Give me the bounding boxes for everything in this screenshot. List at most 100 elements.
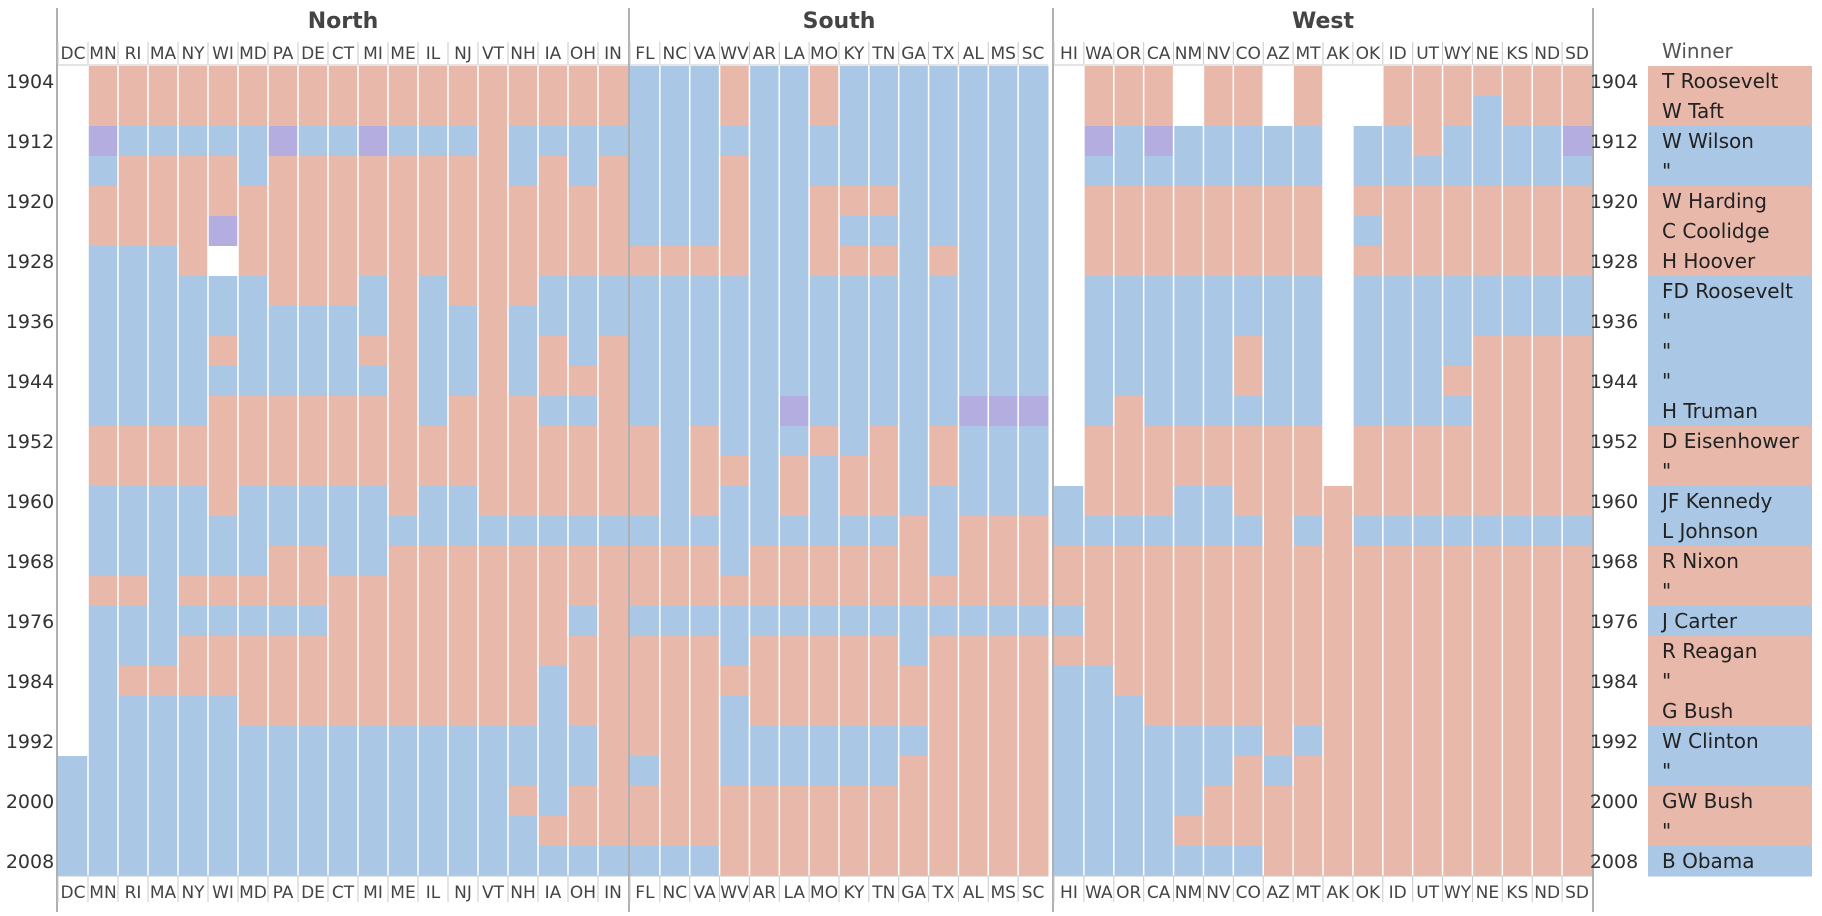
cell-ny-1936: [178, 306, 209, 337]
cell-nd-1988: [1532, 696, 1563, 727]
cell-ms-1940: [988, 336, 1019, 367]
cell-wi-1940: [208, 336, 239, 367]
cell-ne-1968: [1472, 546, 1503, 577]
cell-ks-1996: [1502, 756, 1533, 787]
cell-vt-1904: [478, 66, 509, 97]
cell-ca-1936: [1143, 306, 1175, 337]
state-label-bottom-il: IL: [426, 883, 441, 903]
cell-hi-1960: [1054, 486, 1085, 517]
cell-ne-1948: [1472, 396, 1503, 427]
cell-al-1924: [958, 216, 989, 247]
cell-wy-1996: [1442, 756, 1473, 787]
cell-il-1952: [418, 426, 449, 457]
cell-mn-1956: [88, 456, 119, 487]
cell-hi-2008: [1054, 846, 1085, 877]
cell-nd-1964: [1532, 516, 1563, 547]
cell-nm-1972: [1173, 576, 1204, 607]
cell-de-1924: [298, 216, 329, 247]
cell-nc-1936: [659, 306, 691, 337]
cell-wa-1912: [1083, 126, 1115, 157]
cell-nc-1940: [659, 336, 691, 367]
cell-ms-1936: [988, 306, 1019, 337]
cell-ks-1936: [1502, 306, 1533, 337]
cell-tx-1976: [928, 606, 959, 637]
cell-sd-1952: [1562, 426, 1593, 457]
cell-ne-1988: [1472, 696, 1503, 727]
cell-ma-2000: [148, 786, 179, 817]
cell-ms-1960: [988, 486, 1019, 517]
cell-ky-1996: [839, 756, 870, 787]
cell-ms-1952: [988, 426, 1019, 457]
year-label-right-1968: 1968: [1590, 551, 1638, 573]
cell-al-1916: [958, 156, 989, 187]
cell-ky-2008: [839, 846, 870, 877]
cell-wv-1928: [719, 246, 750, 277]
cell-wy-1924: [1442, 216, 1473, 247]
cell-ny-1988: [178, 696, 209, 727]
cell-fl-1980: [630, 636, 661, 667]
cell-ar-1996: [749, 756, 780, 787]
winner-label-1996: ": [1662, 759, 1671, 783]
cell-nh-1936: [508, 306, 539, 337]
cell-al-1996: [958, 756, 989, 787]
cell-il-1992: [418, 726, 449, 757]
cell-de-1984: [298, 666, 329, 697]
state-label-bottom-ct: CT: [332, 883, 355, 903]
cell-or-2008: [1113, 846, 1145, 877]
state-label-bottom-or: OR: [1116, 883, 1141, 903]
cell-oh-1968: [568, 546, 599, 577]
cell-fl-1916: [630, 156, 661, 187]
cell-vt-1932: [478, 276, 509, 307]
cell-nd-1904: [1532, 66, 1563, 97]
cell-sd-1908: [1562, 96, 1593, 127]
cell-az-1996: [1263, 756, 1294, 787]
cell-oh-1928: [568, 246, 599, 277]
cell-tn-1976: [868, 606, 900, 637]
cell-ks-2008: [1502, 846, 1533, 877]
cell-mi-1916: [358, 156, 389, 187]
cell-mn-1972: [88, 576, 119, 607]
cell-vt-1960: [478, 486, 509, 517]
cell-ky-1904: [839, 66, 870, 97]
cell-nj-1968: [448, 546, 479, 577]
cell-va-1964: [689, 516, 721, 547]
year-label-right-1920: 1920: [1590, 191, 1638, 213]
cell-ia-1956: [538, 456, 569, 487]
cell-mo-2008: [809, 846, 840, 877]
winner-cell-1904: [1648, 66, 1812, 97]
state-label-top-wv: WV: [720, 44, 749, 64]
cell-or-1920: [1113, 186, 1145, 217]
cell-de-1972: [298, 576, 329, 607]
cell-me-1932: [388, 276, 419, 307]
cell-fl-1932: [630, 276, 661, 307]
cell-ne-1924: [1472, 216, 1503, 247]
cell-tx-2004: [928, 816, 959, 847]
cell-nj-1980: [448, 636, 479, 667]
cell-nh-1912: [508, 126, 539, 157]
cell-ny-1920: [178, 186, 209, 217]
cell-ma-1960: [148, 486, 179, 517]
cell-wy-1984: [1442, 666, 1473, 697]
state-label-bottom-ms: MS: [990, 883, 1015, 903]
cell-ks-1928: [1502, 246, 1533, 277]
winner-label-1952: D Eisenhower: [1662, 429, 1800, 453]
cell-nh-1904: [508, 66, 539, 97]
cell-nd-1980: [1532, 636, 1563, 667]
cell-nm-1964: [1173, 516, 1204, 547]
cell-mn-1980: [88, 636, 119, 667]
cell-wa-1952: [1083, 426, 1115, 457]
cell-ri-1976: [118, 606, 149, 637]
cell-me-1992: [388, 726, 419, 757]
cell-mi-1948: [358, 396, 389, 427]
cell-ak-1972: [1323, 576, 1354, 607]
cell-vt-1944: [478, 366, 509, 397]
cell-ar-1932: [749, 276, 780, 307]
cell-sd-1960: [1562, 486, 1593, 517]
cell-fl-1972: [630, 576, 661, 607]
cell-al-1964: [958, 516, 989, 547]
state-label-bottom-ar: AR: [753, 883, 777, 903]
cell-wy-1972: [1442, 576, 1473, 607]
cell-wy-1904: [1442, 66, 1473, 97]
cell-sd-1976: [1562, 606, 1593, 637]
cell-ri-2008: [118, 846, 149, 877]
